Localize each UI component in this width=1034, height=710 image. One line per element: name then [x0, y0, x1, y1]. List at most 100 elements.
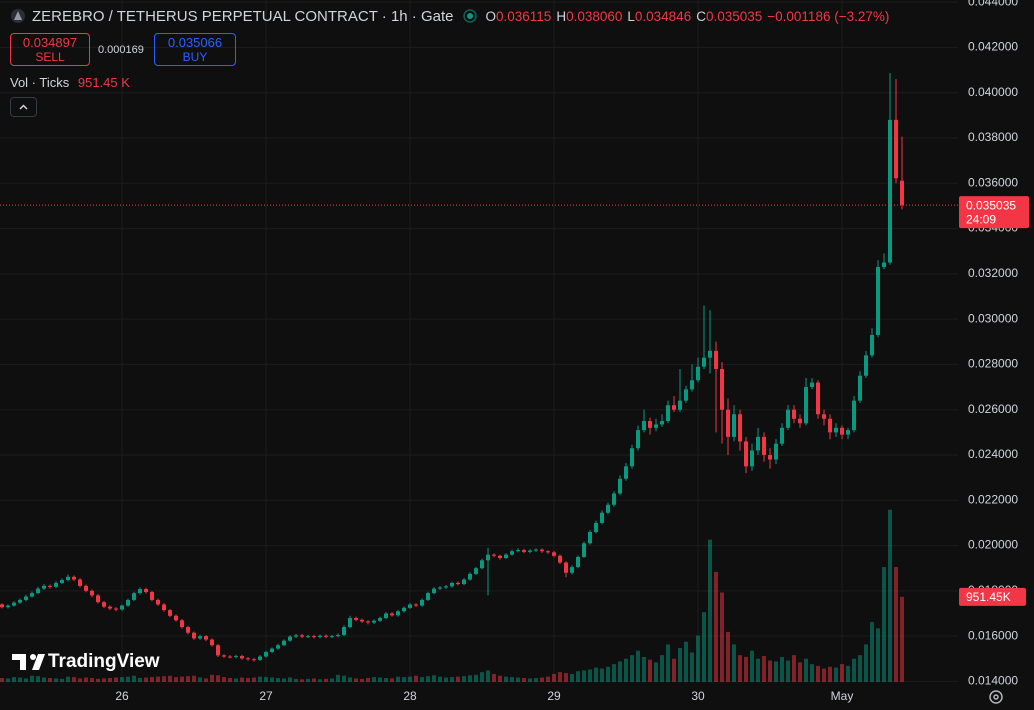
- candle-body: [822, 414, 826, 419]
- logo-icon: [12, 654, 45, 670]
- logo: TradingView: [12, 651, 160, 672]
- volume-bar: [846, 665, 850, 682]
- volume-bar: [900, 596, 904, 682]
- volume-bar: [618, 661, 622, 682]
- buy-button[interactable]: 0.035066 BUY: [154, 33, 236, 66]
- candle-body: [624, 466, 628, 479]
- volume-bar: [816, 665, 820, 682]
- volume-bar: [48, 677, 52, 682]
- volume-bar: [510, 677, 514, 682]
- volume-bar: [252, 677, 256, 682]
- volume-bar: [126, 676, 130, 682]
- volume-name[interactable]: Vol · Ticks: [10, 75, 70, 90]
- volume-bar: [504, 676, 508, 682]
- candle-body: [522, 550, 526, 552]
- y-tick-label: 0.032000: [968, 266, 1018, 280]
- y-tick-label: 0.020000: [968, 538, 1018, 552]
- candle-body: [264, 651, 268, 657]
- candle-body: [786, 409, 790, 428]
- candle-body: [462, 579, 466, 585]
- volume-bar: [762, 656, 766, 682]
- candle-body: [402, 607, 406, 612]
- buy-label[interactable]: BUY: [182, 50, 208, 64]
- candle-body: [678, 400, 682, 410]
- candle-body: [144, 589, 148, 592]
- volume-bar: [366, 677, 370, 682]
- legend-value: 0.038060: [566, 8, 623, 24]
- candle-body: [612, 493, 616, 505]
- candle-body: [210, 639, 214, 646]
- volume-bar: [414, 675, 418, 682]
- candle-body: [246, 658, 250, 660]
- volume-bar: [474, 674, 478, 682]
- candle-body: [360, 619, 364, 622]
- candle-body: [570, 567, 574, 573]
- chevron-icon[interactable]: [11, 98, 36, 116]
- candle-body: [642, 421, 646, 431]
- collapse-button[interactable]: [10, 97, 37, 117]
- candle-body: [576, 556, 580, 568]
- candle-body: [864, 355, 868, 376]
- candle-body: [84, 585, 88, 591]
- candle-body: [792, 409, 796, 419]
- candle-body: [630, 448, 634, 467]
- volume-bar: [72, 677, 76, 682]
- volume-bar: [462, 676, 466, 682]
- volume-bar: [756, 658, 760, 682]
- candle-body: [342, 627, 346, 636]
- volume-bar: [180, 676, 184, 682]
- candle-body: [444, 586, 448, 588]
- candle-body: [90, 590, 94, 596]
- candle-body: [816, 382, 820, 415]
- candle-body: [282, 640, 286, 646]
- volume-bar: [702, 612, 706, 682]
- candle-body: [42, 585, 46, 589]
- candle-body: [600, 512, 604, 523]
- chart-title[interactable]: ZEREBRO / TETHERUS PERPETUAL CONTRACT · …: [32, 7, 454, 25]
- candle-body: [456, 582, 460, 585]
- candle-body: [12, 602, 16, 606]
- volume-bar: [858, 655, 862, 682]
- candle-body: [66, 576, 70, 580]
- y-tick-label: 0.028000: [968, 357, 1018, 371]
- x-tick-label: 27: [259, 689, 273, 703]
- candle-body: [606, 504, 610, 513]
- candle-body: [582, 543, 586, 557]
- candle-body: [78, 579, 82, 586]
- buy-price[interactable]: 0.035066: [167, 35, 223, 50]
- candle-body: [432, 588, 436, 594]
- candle-body: [684, 389, 688, 401]
- volume-bar: [24, 678, 28, 682]
- volume-bar: [444, 677, 448, 682]
- candle-body: [60, 579, 64, 583]
- legend-key: O: [485, 8, 496, 24]
- volume-bar: [750, 650, 754, 682]
- volume-bar: [660, 655, 664, 682]
- candle-body: [150, 591, 154, 600]
- sell-button[interactable]: 0.034897 SELL: [10, 33, 90, 66]
- volume-bar: [186, 676, 190, 682]
- volume-bar: [714, 571, 718, 682]
- sell-label[interactable]: SELL: [35, 50, 65, 64]
- candle-body: [804, 387, 808, 424]
- volume-bar: [672, 658, 676, 682]
- volume-bar: [150, 677, 154, 682]
- settings-icon[interactable]: [989, 690, 1003, 704]
- settings-icon[interactable]: [993, 694, 999, 700]
- legend-value: 0.034846: [634, 8, 692, 24]
- candle-body: [162, 604, 166, 611]
- settings-button[interactable]: [989, 690, 1003, 704]
- volume-bar: [810, 664, 814, 682]
- volume-bar: [522, 677, 526, 682]
- volume-bar: [528, 678, 532, 682]
- candle-body: [96, 595, 100, 603]
- volume-bar: [264, 677, 268, 682]
- volume-bar: [36, 676, 40, 682]
- candle-body: [6, 605, 10, 608]
- sell-price[interactable]: 0.034897: [22, 35, 78, 50]
- volume-bar: [804, 658, 808, 682]
- candle-body: [426, 593, 430, 600]
- volume-bar: [486, 670, 490, 682]
